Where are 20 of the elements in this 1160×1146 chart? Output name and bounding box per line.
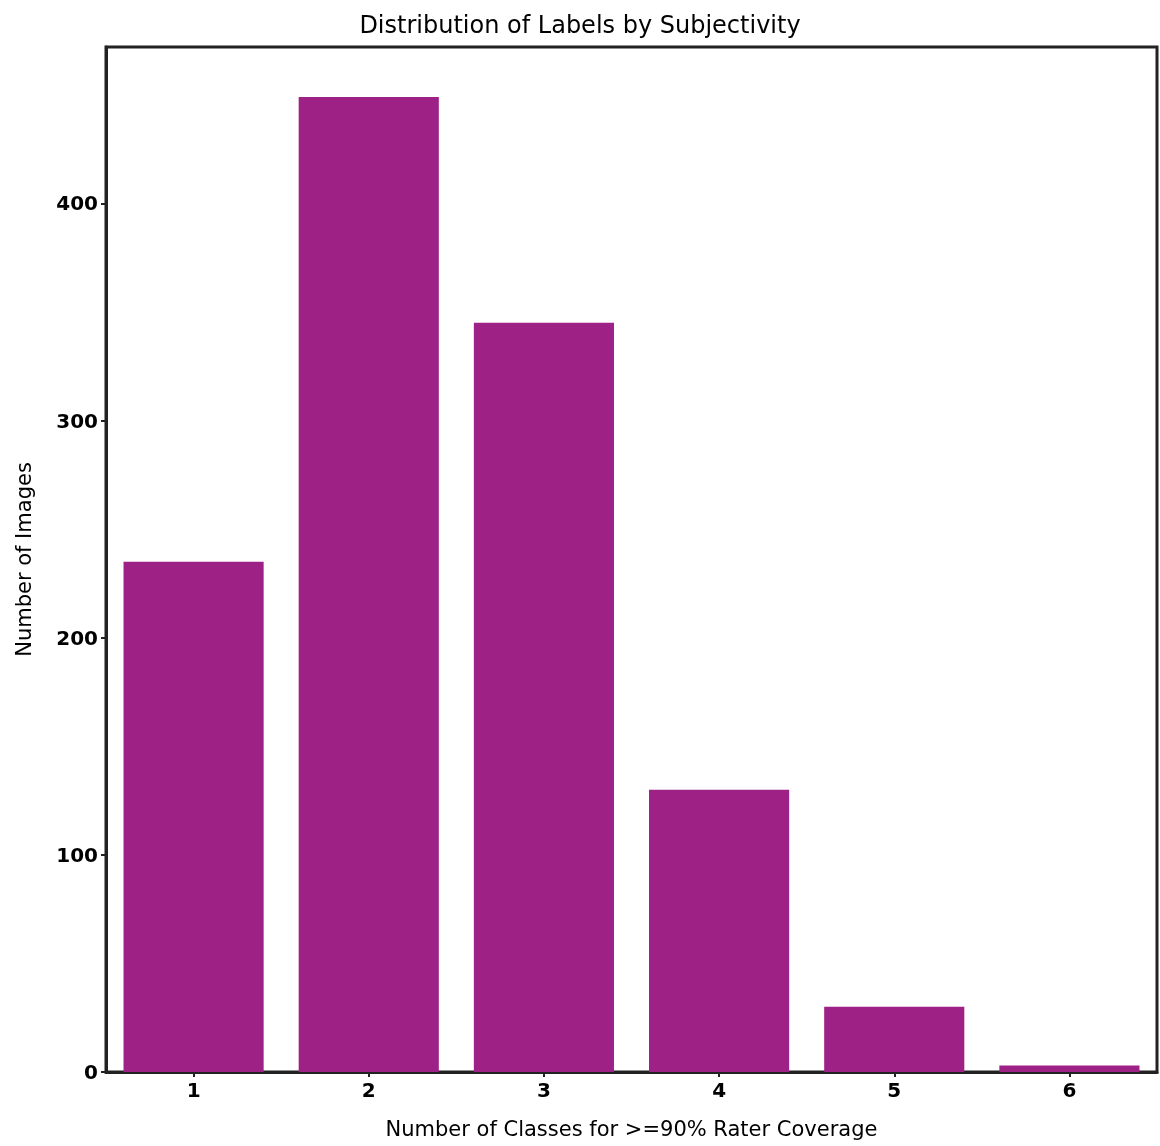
chart-title: Distribution of Labels by Subjectivity [359,11,801,39]
x-tick-label: 6 [1062,1078,1077,1102]
x-tick-label: 3 [536,1078,551,1102]
bar [649,789,790,1072]
x-tick-label: 4 [712,1078,727,1102]
y-tick-label: 200 [56,625,98,650]
bar [824,1006,965,1072]
bar [123,561,264,1072]
x-tick-label: 1 [186,1078,201,1102]
y-axis-title: Number of Images [11,462,36,657]
y-tick-label: 0 [84,1060,98,1084]
y-tick-label: 100 [56,842,98,867]
y-tick-label: 400 [56,191,98,216]
bar [999,1065,1140,1072]
y-tick-label: 300 [56,408,98,433]
x-tick-label: 2 [361,1078,376,1102]
x-tick-label: 5 [887,1078,902,1102]
x-axis-title: Number of Classes for >=90% Rater Coverage [385,1116,878,1141]
bar [298,96,439,1072]
bar [473,322,614,1072]
